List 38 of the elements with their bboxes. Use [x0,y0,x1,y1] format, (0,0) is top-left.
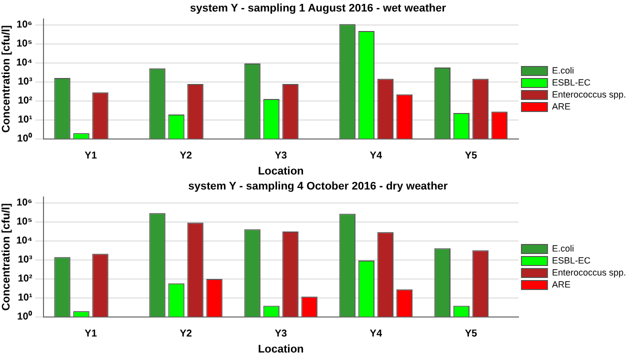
y-tick-label: 10¹ [18,114,33,126]
y-tick-label: 10⁰ [17,132,32,145]
x-tick-label: Y2 [180,150,192,162]
x-axis-title: Location [258,165,304,178]
x-tick-label: Y1 [84,328,98,340]
legend-label: ESBL-EC [552,255,591,266]
legend-label: E.coli [552,243,574,254]
y-tick-label: 10² [18,274,33,285]
y-tick-label: 10² [18,96,33,107]
x-tick-label: Y4 [370,328,382,340]
y-tick-label: 10¹ [18,292,33,304]
chart-title: system Y - sampling 1 August 2016 - wet weather [190,2,447,15]
legend-label: Enterococcus spp. [552,89,626,100]
x-tick-label: Y5 [464,150,478,162]
y-axis-title: Concentration [cfu/l] [0,202,13,311]
legend-label: Enterococcus spp. [552,267,626,278]
x-tick-label: Y2 [180,328,192,340]
y-tick-label: 10³ [18,76,33,88]
y-tick-label: 10⁵ [16,38,33,50]
x-tick-label: Y4 [370,150,382,162]
x-tick-label: Y3 [274,328,288,340]
y-axis-title: Concentration [cfu/l] [0,24,13,133]
x-tick-label: Y3 [274,150,288,162]
y-tick-label: 10⁴ [16,236,32,247]
y-tick-label: 10⁰ [17,310,32,323]
legend-label: ARE [552,101,570,112]
legend-label: ARE [552,279,570,290]
y-tick-label: 10⁶ [16,20,32,31]
y-tick-label: 10⁵ [16,216,33,228]
legend-label: E.coli [552,65,574,76]
x-tick-label: Y1 [84,150,98,162]
y-tick-label: 10⁴ [16,58,32,69]
x-axis-title: Location [258,343,304,356]
x-tick-label: Y5 [464,328,478,340]
legend-label: ESBL-EC [552,77,591,88]
y-tick-label: 10⁶ [16,198,32,209]
chart-title: system Y - sampling 4 October 2016 - dry weather [188,180,448,193]
y-tick-label: 10³ [18,254,33,266]
